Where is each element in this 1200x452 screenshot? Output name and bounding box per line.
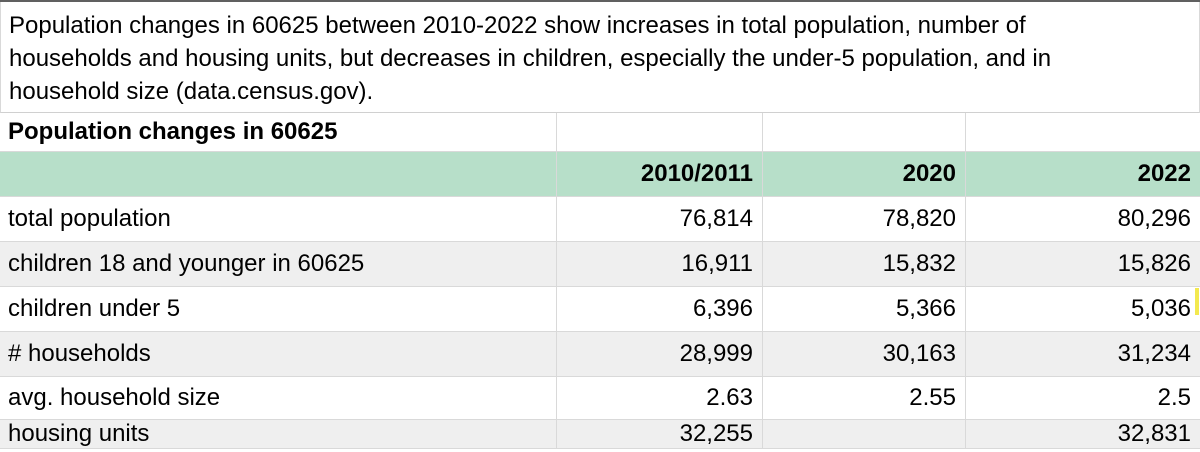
column-header-2010-2011[interactable]: 2010/2011 [557, 152, 763, 197]
row-label[interactable]: housing units [0, 420, 557, 449]
empty-cell[interactable] [557, 113, 763, 152]
caption-line-3: household size (data.census.gov). [9, 78, 374, 105]
cell-value[interactable]: 15,826 [966, 242, 1200, 287]
cell-value[interactable]: 32,255 [557, 420, 763, 449]
cell-value[interactable]: 6,396 [557, 287, 763, 332]
table-row-households: # households 28,999 30,163 31,234 [0, 332, 1200, 377]
cell-value[interactable]: 5,036 [966, 287, 1200, 332]
cell-value[interactable]: 80,296 [966, 197, 1200, 242]
caption-note: Population changes in 60625 between 2010… [0, 2, 1200, 113]
cell-value[interactable]: 2.63 [557, 377, 763, 420]
header-empty-cell[interactable] [0, 152, 557, 197]
cell-value[interactable]: 15,832 [763, 242, 966, 287]
cell-value[interactable]: 16,911 [557, 242, 763, 287]
row-label[interactable]: children under 5 [0, 287, 557, 332]
table-row-avg-household-size: avg. household size 2.63 2.55 2.5 [0, 377, 1200, 420]
column-header-2022[interactable]: 2022 [966, 152, 1200, 197]
row-label[interactable]: children 18 and younger in 60625 [0, 242, 557, 287]
cell-value[interactable]: 2.55 [763, 377, 966, 420]
cell-value[interactable]: 31,234 [966, 332, 1200, 377]
column-header-2020[interactable]: 2020 [763, 152, 966, 197]
cell-value[interactable]: 76,814 [557, 197, 763, 242]
table-row-children-18: children 18 and younger in 60625 16,911 … [0, 242, 1200, 287]
table-title-cell[interactable]: Population changes in 60625 [0, 113, 557, 152]
empty-cell[interactable] [966, 113, 1200, 152]
cell-value[interactable]: 30,163 [763, 332, 966, 377]
table-row-housing-units: housing units 32,255 32,831 [0, 420, 1200, 449]
cell-value[interactable]: 28,999 [557, 332, 763, 377]
table-row-total-population: total population 76,814 78,820 80,296 [0, 197, 1200, 242]
cell-value[interactable]: 78,820 [763, 197, 966, 242]
cell-value[interactable]: 2.5 [966, 377, 1200, 420]
table-row-children-under-5: children under 5 6,396 5,366 5,036 [0, 287, 1200, 332]
table-title-row: Population changes in 60625 [0, 113, 1200, 152]
table-header-row: 2010/2011 2020 2022 [0, 152, 1200, 197]
cell-value[interactable] [763, 420, 966, 449]
top-border-line [0, 0, 1200, 2]
caption-line-1: Population changes in 60625 between 2010… [9, 12, 1026, 39]
caption-line-2: households and housing units, but decrea… [9, 45, 1052, 72]
cell-value[interactable]: 5,366 [763, 287, 966, 332]
empty-cell[interactable] [763, 113, 966, 152]
cell-value[interactable]: 32,831 [966, 420, 1200, 449]
cell-edge-highlight-marker [1195, 288, 1199, 315]
row-label[interactable]: # households [0, 332, 557, 377]
row-label[interactable]: total population [0, 197, 557, 242]
row-label[interactable]: avg. household size [0, 377, 557, 420]
